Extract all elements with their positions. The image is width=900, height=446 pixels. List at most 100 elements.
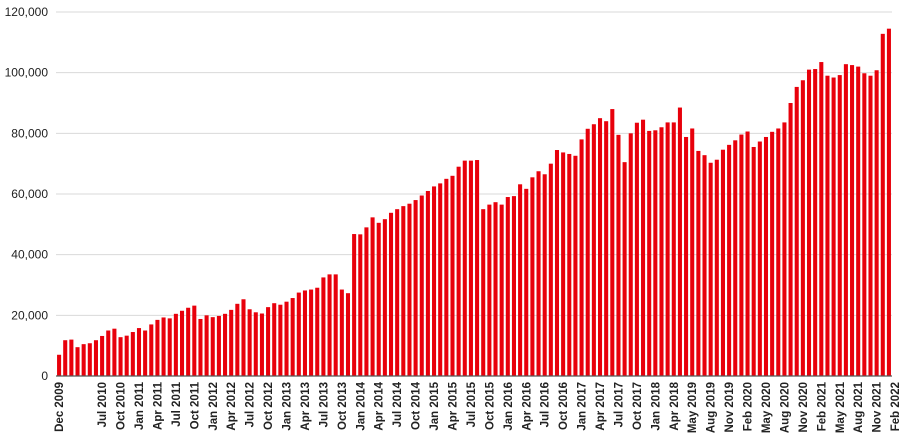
x-tick-label: Nov 2020 [798, 382, 810, 433]
x-tick-label: Oct 2013 [337, 382, 349, 430]
y-tick-label: 80,000 [11, 126, 48, 140]
bar [124, 335, 129, 376]
x-tick-label: Jul 2016 [540, 382, 552, 427]
bar [788, 103, 793, 376]
x-tick-label: Apr 2018 [669, 381, 681, 430]
bar [462, 160, 467, 376]
x-tick-label: Dec 2009 [54, 382, 66, 432]
x-tick-label: Feb 2020 [743, 382, 755, 431]
bar [419, 195, 424, 376]
bar [216, 315, 221, 376]
bar [850, 65, 855, 376]
bar [407, 203, 412, 376]
bar [136, 328, 142, 376]
x-tick-label: Apr 2015 [447, 381, 459, 430]
bar [487, 204, 492, 376]
bar [241, 299, 246, 376]
x-tick-label: Jul 2010 [97, 382, 109, 427]
bar [708, 162, 713, 376]
x-tick-label: Jul 2017 [613, 382, 625, 427]
bar [475, 160, 480, 376]
bar [468, 160, 473, 376]
bars [57, 28, 891, 377]
bar [604, 121, 609, 376]
bar [432, 186, 437, 376]
bar [856, 66, 861, 376]
x-tick-label: Jan 2018 [650, 381, 662, 430]
y-tick-label: 40,000 [11, 248, 48, 262]
bar [302, 290, 307, 376]
x-tick-label: Oct 2016 [558, 382, 570, 430]
bar [794, 86, 799, 377]
bar [388, 212, 394, 376]
bar [622, 162, 627, 376]
bar [235, 303, 240, 376]
bar [739, 134, 744, 376]
bar [290, 298, 295, 376]
bar [395, 209, 400, 376]
bar [444, 178, 449, 376]
bar [296, 292, 301, 376]
bar [653, 130, 658, 376]
bar [253, 312, 258, 376]
bar [659, 127, 664, 377]
bar [327, 274, 332, 376]
x-tick-label: Feb 2021 [816, 381, 828, 431]
x-tick-label: Apr 2014 [374, 381, 386, 430]
x-tick-label: Jan 2011 [134, 381, 146, 430]
x-tick-label: Jul 2013 [318, 382, 330, 427]
bar [776, 128, 781, 376]
bar [733, 140, 738, 376]
bar [763, 136, 769, 376]
bar [573, 155, 578, 376]
x-tick-label: Aug 2019 [706, 382, 718, 433]
bar [505, 197, 510, 376]
x-tick-label: Jul 2014 [392, 381, 404, 427]
y-tick-label: 0 [41, 369, 48, 383]
bar [266, 307, 271, 376]
bar [63, 340, 68, 376]
bar [247, 309, 252, 376]
x-tick-label: Jan 2014 [355, 381, 367, 430]
bar [100, 335, 105, 376]
x-tick-label: Oct 2015 [484, 381, 496, 430]
bar [757, 141, 762, 376]
bar [259, 313, 264, 376]
bar [309, 289, 314, 376]
bar [751, 146, 756, 376]
bar [727, 144, 732, 376]
bar [87, 343, 92, 376]
bar [874, 70, 879, 377]
bar [585, 128, 590, 376]
bar [93, 340, 98, 376]
bar [376, 222, 381, 376]
x-tick-label: Jul 2011 [171, 381, 183, 426]
bar [536, 171, 541, 376]
bar [530, 177, 535, 376]
y-tick-label: 60,000 [11, 187, 48, 201]
bar [382, 219, 387, 376]
bar [57, 354, 62, 376]
bar [173, 313, 178, 376]
y-axis-tick-labels: 0 20,000 40,000 60,000 80,000 100,000 120,000 [5, 5, 49, 383]
bar [69, 339, 74, 376]
y-tick-label: 20,000 [11, 308, 48, 322]
bar [352, 234, 357, 376]
x-tick-label: Jan 2012 [208, 382, 220, 431]
bar [880, 33, 885, 377]
bar [358, 234, 363, 376]
bar [665, 122, 670, 376]
bar [223, 313, 228, 376]
bar [800, 80, 805, 376]
bar [702, 155, 707, 376]
bar [524, 188, 529, 376]
x-tick-label: Jul 2015 [466, 381, 478, 427]
bar [831, 77, 836, 377]
bar [837, 75, 842, 376]
bar [143, 330, 148, 376]
bar [641, 119, 646, 377]
bar [561, 152, 566, 376]
x-tick-label: Apr 2016 [521, 382, 533, 431]
bar [493, 202, 498, 376]
x-tick-label: Apr 2013 [300, 382, 312, 431]
